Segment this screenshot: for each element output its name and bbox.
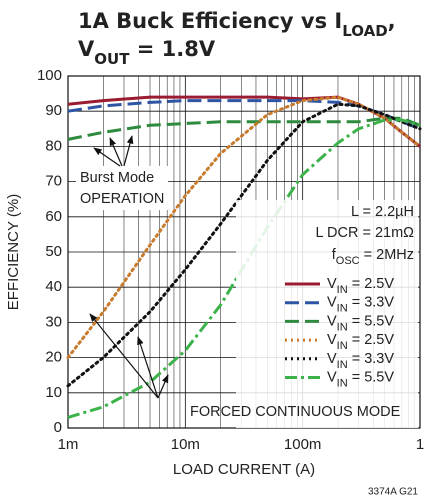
x-tick-label: 100m bbox=[284, 436, 322, 453]
legend-label-part: IN bbox=[337, 340, 348, 352]
annotations: Burst Mode OPERATION L = 2.2µH L DCR = 2… bbox=[76, 135, 418, 428]
annotation: L DCR = 21mΩ bbox=[315, 225, 414, 241]
legend-label-part: IN bbox=[337, 377, 348, 389]
legend-label: VIN = 3.3V bbox=[327, 351, 394, 371]
x-tick-label: 1 bbox=[416, 436, 424, 453]
y-tick-label: 40 bbox=[45, 278, 62, 295]
legend-label-part: V bbox=[327, 313, 337, 329]
arrow bbox=[137, 336, 159, 399]
y-axis-label: EFFICIENCY (%) bbox=[5, 194, 22, 310]
x-axis-label: LOAD CURRENT (A) bbox=[173, 461, 315, 478]
legend-label: VIN = 5.5V bbox=[327, 369, 394, 389]
y-tick-label: 70 bbox=[45, 173, 62, 190]
annotation: OPERATION bbox=[80, 191, 164, 207]
legend-label-part: IN bbox=[337, 303, 348, 315]
chart-title: 1A Buck Efficiency vs ILOAD, bbox=[78, 9, 396, 40]
legend-label: VIN = 2.5V bbox=[327, 276, 394, 296]
legend-label-part: V bbox=[327, 295, 337, 311]
y-tick-label: 100 bbox=[37, 67, 62, 84]
y-tick-label: 30 bbox=[45, 313, 62, 330]
series-line bbox=[66, 102, 422, 388]
y-tick-label: 80 bbox=[45, 137, 62, 154]
y-tick-label: 60 bbox=[45, 208, 62, 225]
annotation: L = 2.2µH bbox=[351, 204, 414, 220]
legend-label-part: V bbox=[327, 276, 337, 292]
legend-label-part: V bbox=[327, 351, 337, 367]
legend-label-part: = 3.3V bbox=[348, 295, 395, 311]
legend-label-part: = 2.5V bbox=[348, 332, 395, 348]
x-tick-label: 1m bbox=[58, 436, 79, 453]
x-tick-label: 10m bbox=[171, 436, 200, 453]
legend-label-part: IN bbox=[337, 284, 348, 296]
y-tick-label: 90 bbox=[45, 102, 62, 119]
legend-label: VIN = 5.5V bbox=[327, 313, 394, 333]
y-tick-label: 0 bbox=[54, 419, 62, 436]
legend-label-part: IN bbox=[337, 359, 348, 371]
legend-label-part: = 2.5V bbox=[348, 276, 395, 292]
chart-title: VOUT = 1.8V bbox=[78, 37, 216, 68]
legend-label-part: = 5.5V bbox=[348, 313, 395, 329]
arrow bbox=[89, 313, 159, 399]
label-bg bbox=[76, 166, 168, 210]
y-tick-label: 10 bbox=[45, 384, 62, 401]
legend-label-part: V bbox=[327, 369, 337, 385]
legend-label: VIN = 2.5V bbox=[327, 332, 394, 352]
y-tick-label: 20 bbox=[45, 349, 62, 366]
annotation: FORCED CONTINUOUS MODE bbox=[190, 404, 401, 420]
arrow bbox=[157, 374, 169, 399]
arrow bbox=[109, 137, 123, 167]
footnote: 3374A G21 bbox=[368, 487, 418, 498]
legend-label-part: = 3.3V bbox=[348, 351, 395, 367]
legend-bg bbox=[236, 200, 418, 428]
legend-label-part: V bbox=[327, 332, 337, 348]
series-line bbox=[67, 116, 421, 141]
arrow bbox=[93, 147, 121, 167]
series-line bbox=[66, 95, 422, 360]
annotation: Burst Mode bbox=[80, 170, 154, 186]
legend-label-part: = 5.5V bbox=[348, 369, 395, 385]
legend-label-part: IN bbox=[337, 321, 348, 333]
annotation: fOSC = 2MHz bbox=[332, 247, 414, 267]
arrow bbox=[123, 135, 134, 167]
legend-label: VIN = 3.3V bbox=[327, 295, 394, 315]
y-tick-label: 50 bbox=[45, 243, 62, 260]
